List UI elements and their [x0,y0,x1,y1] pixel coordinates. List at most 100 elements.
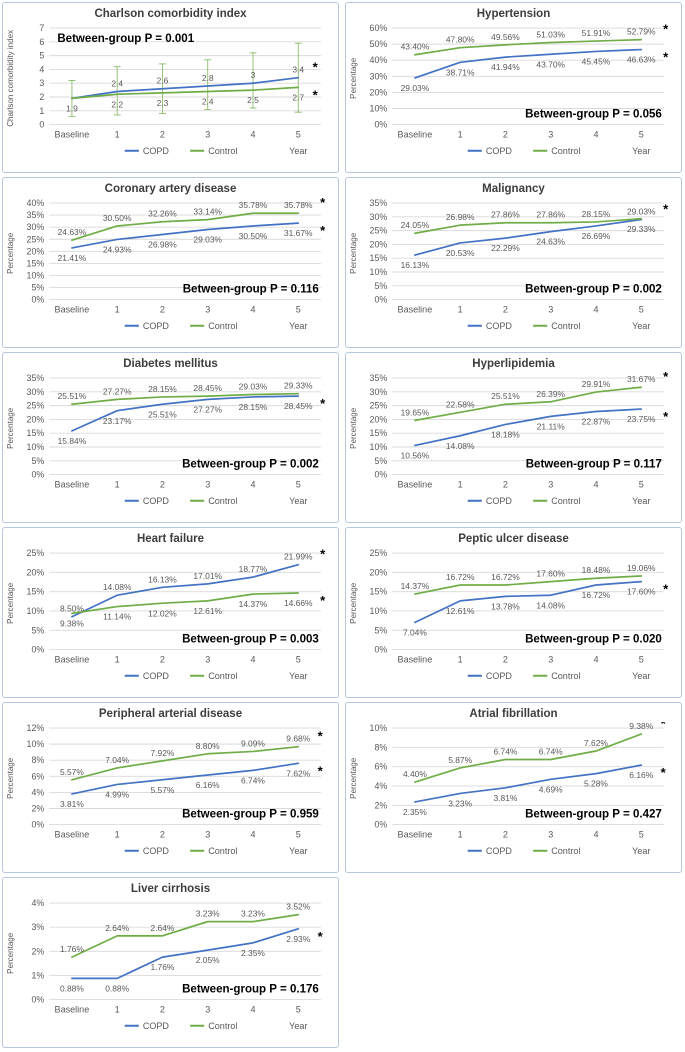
svg-text:2: 2 [160,830,165,840]
svg-text:16.13%: 16.13% [148,574,177,584]
svg-text:COPD: COPD [486,146,513,156]
svg-text:28.15%: 28.15% [148,384,177,394]
svg-text:3.23%: 3.23% [448,798,472,808]
svg-text:3: 3 [251,70,256,80]
svg-text:*: * [318,729,324,744]
svg-text:2.35%: 2.35% [403,807,427,817]
svg-text:7.62%: 7.62% [584,738,608,748]
svg-text:7.04%: 7.04% [403,627,427,637]
svg-text:25%: 25% [27,234,45,244]
svg-text:29.33%: 29.33% [284,381,313,391]
svg-text:4%: 4% [374,781,387,791]
svg-text:41.94%: 41.94% [491,62,520,72]
svg-text:1.9: 1.9 [66,103,78,113]
svg-text:Control: Control [208,321,237,331]
svg-text:Control: Control [208,1021,237,1031]
chart-title: Coronary artery disease [104,183,237,195]
svg-text:5: 5 [296,655,301,665]
svg-text:35%: 35% [370,373,388,383]
svg-text:14.08%: 14.08% [103,582,132,592]
svg-text:1: 1 [115,130,120,140]
svg-text:4: 4 [593,305,598,315]
svg-text:60%: 60% [370,23,388,33]
svg-text:Percentage: Percentage [349,407,358,449]
svg-text:COPD: COPD [143,496,170,506]
svg-text:22.58%: 22.58% [446,399,475,409]
svg-text:Percentage: Percentage [349,232,358,274]
svg-text:43.70%: 43.70% [536,59,565,69]
svg-text:6.74%: 6.74% [539,746,563,756]
svg-text:Percentage: Percentage [6,232,15,274]
svg-text:12.61%: 12.61% [446,606,475,616]
svg-text:30%: 30% [27,387,45,397]
svg-text:6%: 6% [31,771,44,781]
svg-text:7.04%: 7.04% [105,755,129,765]
svg-text:4: 4 [250,1005,255,1015]
svg-text:7.62%: 7.62% [286,768,310,778]
svg-text:4%: 4% [31,787,44,797]
svg-text:2: 2 [160,305,165,315]
svg-text:24.05%: 24.05% [401,220,430,230]
svg-text:17.60%: 17.60% [536,569,565,579]
svg-text:COPD: COPD [486,846,513,856]
svg-text:2: 2 [503,130,508,140]
svg-text:3: 3 [548,130,553,140]
svg-text:5%: 5% [31,625,44,635]
svg-text:30%: 30% [27,222,45,232]
svg-text:Year: Year [289,671,307,681]
svg-text:Year: Year [632,496,650,506]
svg-text:20.53%: 20.53% [446,248,475,258]
svg-text:30.50%: 30.50% [103,213,132,223]
svg-text:COPD: COPD [143,146,170,156]
svg-text:3: 3 [548,830,553,840]
svg-text:3.81%: 3.81% [493,793,517,803]
svg-text:5: 5 [296,130,301,140]
svg-text:35.78%: 35.78% [239,200,268,210]
svg-text:29.03%: 29.03% [401,83,430,93]
svg-text:27.86%: 27.86% [491,210,520,220]
svg-text:5%: 5% [374,625,387,635]
svg-text:0%: 0% [374,470,387,480]
svg-text:5: 5 [639,305,644,315]
svg-text:9.68%: 9.68% [286,734,310,744]
svg-text:35%: 35% [27,373,45,383]
svg-text:46.63%: 46.63% [627,55,656,65]
svg-text:25%: 25% [370,401,388,411]
chart-title: Diabetes mellitus [123,358,218,370]
svg-text:51.91%: 51.91% [582,28,611,38]
svg-text:15%: 15% [370,253,388,263]
svg-text:12%: 12% [27,723,45,733]
svg-text:5: 5 [296,1005,301,1015]
svg-text:5: 5 [639,130,644,140]
diabetes-mellitus-plot: 0% 5% 10% 15% 20% 25% 30% 35% 15.84% 23.17% 25.51%… [6,373,326,506]
svg-text:*: * [663,372,669,384]
svg-text:Control: Control [551,321,580,331]
svg-text:0%: 0% [31,295,44,305]
svg-text:*: * [663,409,669,424]
svg-text:*: * [320,396,326,411]
svg-text:10%: 10% [370,606,388,616]
svg-text:3: 3 [205,655,210,665]
svg-text:6.74%: 6.74% [241,775,265,785]
svg-text:3: 3 [205,1005,210,1015]
chart-title: Peripheral arterial disease [98,708,243,720]
chart-title: Liver cirrhosis [130,883,211,895]
svg-text:Year: Year [289,496,307,506]
svg-text:43.40%: 43.40% [401,42,430,52]
svg-text:Year: Year [289,321,307,331]
svg-text:1: 1 [458,305,463,315]
svg-text:Baseline: Baseline [398,130,433,140]
svg-text:5.28%: 5.28% [584,779,608,789]
svg-text:28.45%: 28.45% [193,383,222,393]
svg-text:2: 2 [503,655,508,665]
svg-text:Baseline: Baseline [398,480,433,490]
svg-text:29.03%: 29.03% [193,235,222,245]
hyperlipidemia-plot: 0% 5% 10% 15% 20% 25% 30% 35% 10.56% 14.08% 18.18%… [349,372,669,506]
chart-panel-heart-failure: Heart failure 0% 5% 10% 15% 20% 25% 8.50% 14.08… [2,527,339,698]
svg-text:21.41%: 21.41% [58,253,87,263]
svg-text:31.67%: 31.67% [627,374,656,384]
svg-text:0.88%: 0.88% [60,983,84,993]
svg-text:28.15%: 28.15% [582,209,611,219]
svg-text:Between-group P = 0.116: Between-group P = 0.116 [183,284,319,296]
svg-text:16.72%: 16.72% [582,590,611,600]
